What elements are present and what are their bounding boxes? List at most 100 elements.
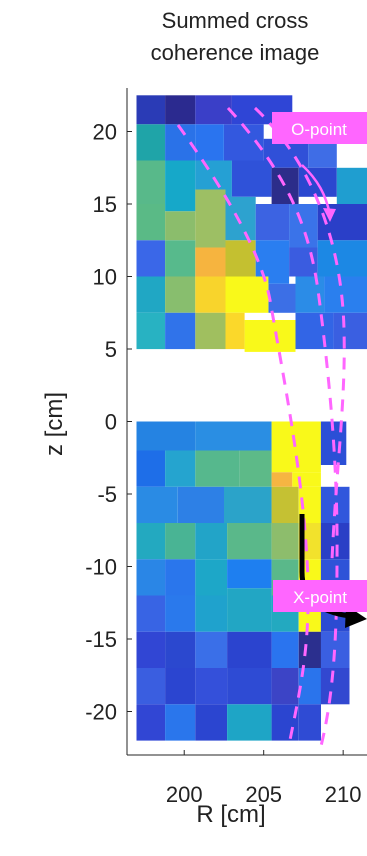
- upper-cell-30: [317, 240, 367, 277]
- lower-cell-13: [271, 486, 299, 524]
- upper-cell-17: [136, 204, 166, 241]
- upper-cell-13: [231, 160, 272, 197]
- upper-cell-25: [165, 240, 196, 277]
- o-point-annotation: O-point: [272, 112, 367, 144]
- lower-cell-40: [227, 631, 272, 669]
- axes: 20 15 10 5 0 -5 -10 -15 -20 200 205 210: [85, 88, 367, 807]
- separatrix-right: [226, 106, 339, 751]
- upper-cell-18: [165, 211, 196, 241]
- upper-cell-44: [333, 312, 367, 350]
- upper-cell-43: [295, 312, 334, 350]
- y-tick-label: 0: [105, 410, 117, 435]
- lower-cell-11: [177, 486, 224, 524]
- lower-cell-55: [271, 704, 299, 741]
- x-tick-label: 210: [325, 782, 362, 807]
- lower-cell-22: [320, 523, 350, 560]
- lower-cell-48: [271, 668, 299, 705]
- lower-cell-51: [136, 704, 166, 741]
- separatrix-left: [176, 124, 310, 741]
- upper-cell-21: [255, 204, 290, 241]
- upper-cell-35: [268, 283, 296, 313]
- upper-cell-19: [195, 189, 226, 248]
- lower-cell-10: [136, 486, 178, 524]
- upper-cell-10: [136, 160, 166, 204]
- lower-cell-4: [136, 450, 166, 487]
- upper-cell-32: [165, 276, 196, 313]
- lower-cell-0: [136, 421, 196, 451]
- lower-cell-17: [165, 523, 196, 560]
- upper-cell-41: [225, 312, 245, 350]
- chart-title-line-2: coherence image: [150, 40, 320, 65]
- lower-cell-38: [165, 631, 196, 669]
- y-tick-label: -15: [85, 627, 117, 652]
- lower-cell-31: [165, 595, 196, 632]
- separatrix-upper-arc: [253, 106, 346, 561]
- lower-cell-39: [195, 631, 228, 669]
- lower-cell-16: [136, 523, 166, 560]
- upper-cell-24: [136, 240, 166, 277]
- upper-cell-2: [195, 95, 232, 125]
- lower-cell-18: [195, 523, 228, 560]
- upper-cell-11: [165, 160, 196, 212]
- lower-cell-26: [227, 559, 272, 589]
- lower-cell-45: [165, 668, 196, 705]
- lower-cell-46: [195, 668, 228, 705]
- o-point-label: O-point: [291, 120, 347, 139]
- x-point-label: X-point: [293, 588, 347, 607]
- upper-cell-26: [195, 247, 226, 277]
- y-tick-label: -10: [85, 555, 117, 580]
- lower-cell-25: [195, 559, 228, 596]
- upper-cell-33: [195, 276, 226, 313]
- lower-cell-24: [165, 559, 196, 596]
- lower-cell-7: [239, 450, 272, 487]
- lower-cell-30: [136, 595, 166, 632]
- lower-cell-12: [224, 486, 272, 524]
- y-tick-label: 10: [93, 265, 117, 290]
- x-axis-label: R [cm]: [196, 801, 265, 828]
- lower-cell-8: [271, 472, 293, 487]
- y-axis-label: z [cm]: [41, 392, 68, 456]
- chart-title-line-1: Summed cross: [161, 8, 309, 33]
- upper-cell-34: [225, 276, 269, 313]
- lower-cell-9: [292, 472, 321, 487]
- upper-cell-38: [136, 312, 166, 350]
- upper-cell-22: [289, 204, 318, 248]
- lower-cell-56: [298, 704, 321, 741]
- upper-cell-40: [195, 312, 226, 350]
- upper-cell-16: [336, 167, 367, 205]
- y-tick-label: -20: [85, 700, 117, 725]
- o-point-label-bg: [272, 112, 367, 144]
- lower-cell-50: [320, 668, 350, 705]
- lower-cell-41: [271, 631, 299, 669]
- upper-cell-39: [165, 312, 196, 350]
- upper-cell-0: [136, 95, 166, 125]
- heatmap-cells: [136, 95, 367, 741]
- upper-cell-37: [324, 276, 367, 313]
- lower-cell-37: [136, 631, 166, 669]
- upper-cell-42: [244, 320, 296, 352]
- y-tick-label: -5: [97, 482, 117, 507]
- upper-cell-6: [195, 124, 224, 161]
- y-tick-label: 5: [105, 337, 117, 362]
- lower-cell-49: [298, 668, 321, 705]
- upper-cell-31: [136, 276, 166, 313]
- y-tick-label: 20: [93, 120, 117, 145]
- lower-cell-42: [298, 631, 321, 669]
- lower-cell-19: [227, 523, 272, 560]
- x-point-annotation: X-point: [273, 580, 367, 612]
- x-point-label-bg: [273, 580, 367, 612]
- x-tick-label: 205: [245, 782, 282, 807]
- lower-cell-52: [165, 704, 196, 741]
- lower-cell-47: [227, 668, 272, 705]
- upper-cell-4: [136, 124, 166, 161]
- lower-cell-44: [136, 668, 166, 705]
- lower-cell-53: [195, 704, 228, 741]
- x-tick-label: 200: [166, 782, 203, 807]
- lower-cell-1: [195, 421, 272, 451]
- lower-cell-5: [165, 450, 196, 487]
- lower-cell-32: [195, 595, 228, 632]
- lower-cell-33: [227, 588, 272, 632]
- lower-cell-6: [195, 450, 240, 487]
- y-tick-label: 15: [93, 192, 117, 217]
